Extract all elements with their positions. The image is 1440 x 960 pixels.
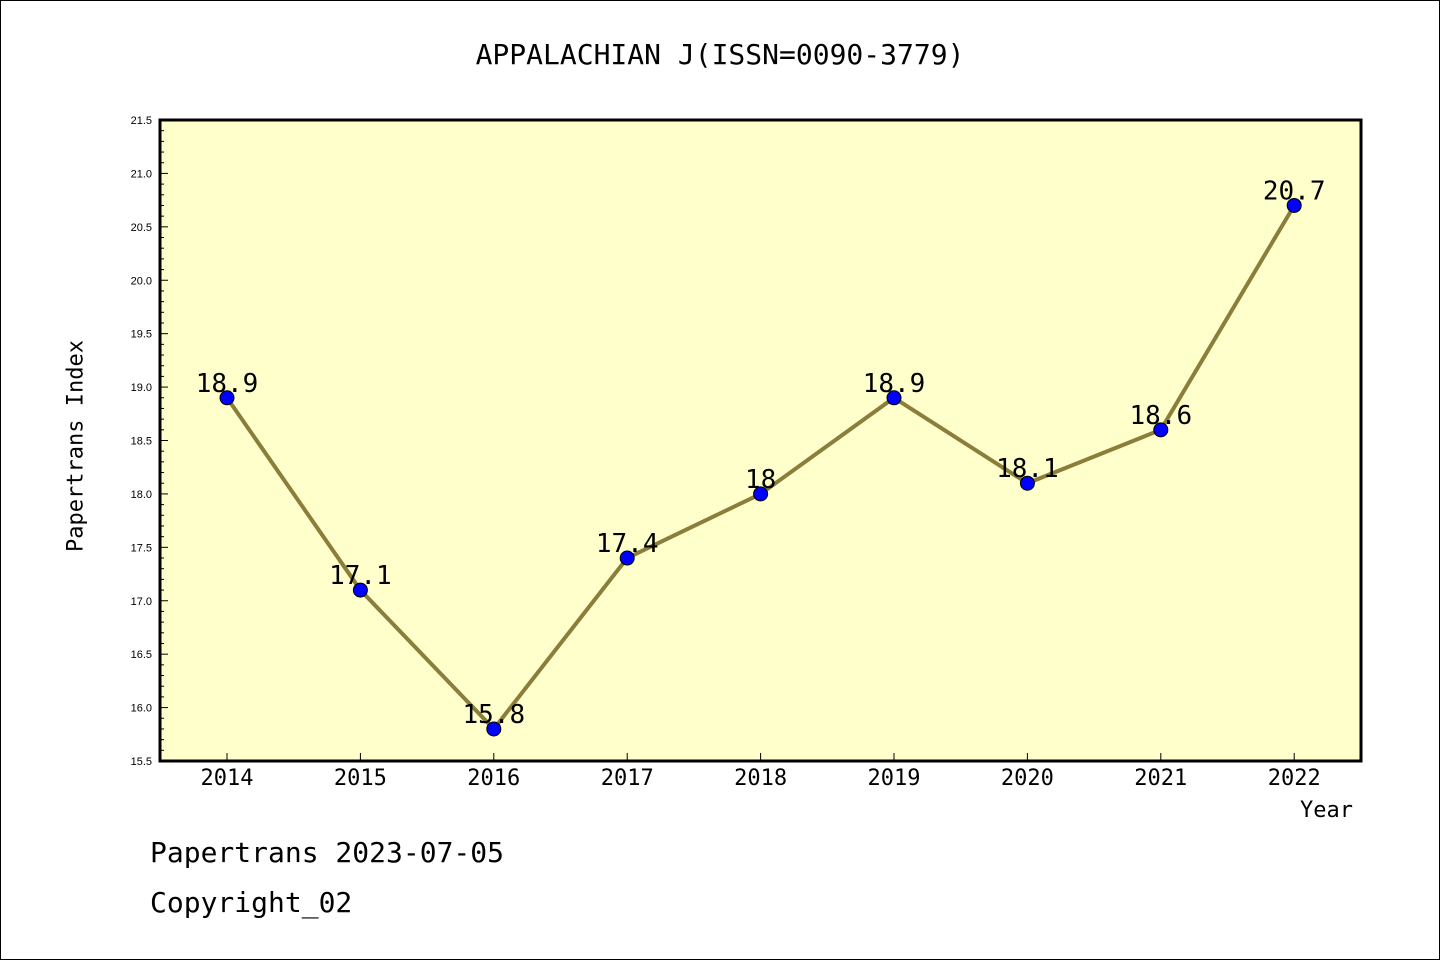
data-point: [1286, 197, 1302, 213]
data-point: [886, 390, 902, 406]
data-label: 20.7: [1263, 176, 1326, 206]
x-tick-label: 2020: [1001, 766, 1054, 791]
y-tick-label: 17.5: [131, 542, 152, 554]
x-tick-label: 2018: [734, 766, 787, 791]
data-label: 17.1: [329, 561, 392, 591]
y-tick-label: 16.0: [131, 703, 152, 715]
plot-border: [158, 118, 1363, 763]
data-point: [352, 582, 368, 598]
data-label: 18.9: [196, 369, 259, 399]
data-label: 18.9: [863, 369, 926, 399]
x-tick-label: 2019: [868, 766, 921, 791]
x-tick-label: 2017: [601, 766, 654, 791]
y-tick-label: 18.0: [131, 489, 152, 501]
data-label: 18.6: [1129, 401, 1192, 431]
y-tick-label: 15.5: [131, 756, 152, 768]
data-label: 18: [745, 465, 776, 495]
y-tick-label: 21.5: [131, 115, 152, 127]
data-point: [753, 486, 769, 502]
data-point: [619, 550, 635, 566]
x-tick-label: 2022: [1268, 766, 1321, 791]
data-label: 15.8: [462, 700, 525, 730]
footer-date: Papertrans 2023-07-05: [150, 836, 505, 869]
data-point: [219, 390, 235, 406]
x-axis-label: Year: [1300, 798, 1353, 823]
y-tick-label: 18.5: [131, 436, 152, 448]
x-tick-label: 2021: [1134, 766, 1187, 791]
data-label: 17.4: [596, 529, 659, 559]
y-tick-label: 16.5: [131, 649, 152, 661]
y-tick-label: 20.0: [131, 275, 152, 287]
data-point: [1153, 422, 1169, 438]
x-tick-label: 2014: [201, 766, 254, 791]
y-tick-label: 21.0: [131, 168, 152, 180]
data-point: [486, 721, 502, 737]
y-tick-label: 17.0: [131, 596, 152, 608]
footer-copyright: Copyright_02: [150, 886, 353, 919]
x-tick-label: 2015: [334, 766, 387, 791]
y-tick-label: 19.0: [131, 382, 152, 394]
y-tick-label: 20.5: [131, 222, 152, 234]
x-tick-label: 2016: [467, 766, 520, 791]
chart-title: APPALACHIAN J(ISSN=0090-3779): [475, 38, 965, 71]
plot-area: [160, 120, 1361, 761]
y-tick-label: 19.5: [131, 329, 152, 341]
data-label: 18.1: [996, 454, 1059, 484]
data-point: [1019, 475, 1035, 491]
